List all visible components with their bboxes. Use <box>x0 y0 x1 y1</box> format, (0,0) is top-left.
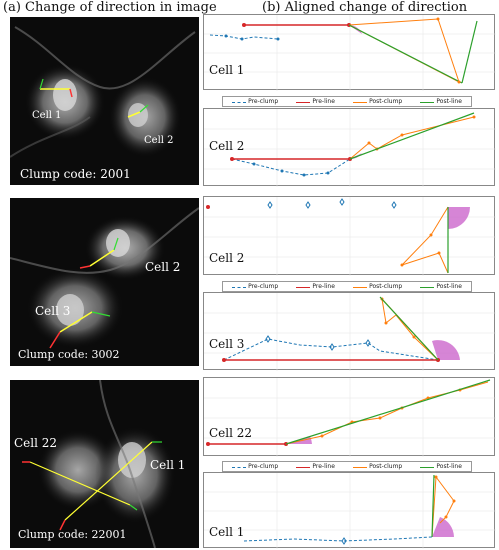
legend: Pre-clump Pre-line Post-clump Post-line <box>222 96 472 107</box>
legend-item-pre-line: Pre-line <box>296 463 335 470</box>
cell-label: Cell 1 <box>32 110 62 121</box>
plot-cell-3-drawing <box>204 293 496 371</box>
clump-code: Clump code: 3002 <box>18 348 120 361</box>
legend: Pre-clump Pre-line Post-clump Post-line <box>222 281 472 292</box>
plot-cell-label: Cell 2 <box>209 139 245 153</box>
microscopy-cells-drawing <box>10 26 196 158</box>
microscopy-image-clump-2001: Cell 1 Cell 2 Clump code: 2001 <box>10 17 199 185</box>
cell-label: Cell 2 <box>144 135 174 146</box>
microscopy-image-clump-3002: Cell 2 Cell 3 Clump code: 3002 <box>10 198 199 366</box>
microscopy-cells-drawing <box>10 207 199 349</box>
plot-cell-label: Cell 1 <box>209 525 245 539</box>
cell-label: Cell 1 <box>150 458 186 472</box>
panel-b-heading: (b) Aligned change of direction <box>262 0 468 15</box>
plot-cell-label: Cell 22 <box>209 426 253 440</box>
legend: Pre-clump Pre-line Post-clump Post-line <box>222 461 472 472</box>
cell-label: Cell 22 <box>14 436 58 450</box>
aligned-plot-cell-2: Cell 2 <box>203 108 496 187</box>
aligned-plot-cell-1: Cell 1 <box>203 14 496 91</box>
aligned-plot-cell-2-row2: Cell 2 <box>203 196 496 276</box>
plot-cell-1-drawing <box>204 15 496 91</box>
microscopy-image-clump-22001: Cell 22 Cell 1 Clump code: 22001 <box>10 380 199 548</box>
legend-item-post-clump: Post-clump <box>353 98 402 105</box>
legend-item-post-clump: Post-clump <box>353 463 402 470</box>
legend-item-post-line: Post-line <box>420 98 462 105</box>
microscopy-cells-drawing <box>22 380 175 548</box>
plot-cell-label: Cell 3 <box>209 337 245 351</box>
clump-code: Clump code: 2001 <box>20 167 131 181</box>
legend-item-pre-clump: Pre-clump <box>232 98 278 105</box>
panel-a-heading: (a) Change of direction in image <box>3 0 217 15</box>
cell-label: Cell 2 <box>145 260 181 274</box>
aligned-plot-cell-22: Cell 22 <box>203 377 496 457</box>
legend-item-pre-line: Pre-line <box>296 98 335 105</box>
clump-code: Clump code: 22001 <box>18 528 127 541</box>
legend-item-pre-line: Pre-line <box>296 283 335 290</box>
plot-cell-label: Cell 1 <box>209 63 245 77</box>
legend-item-post-line: Post-line <box>420 283 462 290</box>
legend-item-pre-clump: Pre-clump <box>232 283 278 290</box>
plot-cell-2-drawing <box>204 109 496 187</box>
plot-cell-1-row3-drawing <box>204 473 496 549</box>
cell-label: Cell 3 <box>35 304 71 318</box>
plot-cell-22-drawing <box>204 378 496 457</box>
aligned-plot-cell-3: Cell 3 <box>203 292 496 371</box>
legend-item-pre-clump: Pre-clump <box>232 463 278 470</box>
plot-cell-2-row2-drawing <box>204 197 496 276</box>
legend-item-post-line: Post-line <box>420 463 462 470</box>
plot-cell-label: Cell 2 <box>209 251 245 265</box>
aligned-plot-cell-1-row3: Cell 1 <box>203 472 496 549</box>
legend-item-post-clump: Post-clump <box>353 283 402 290</box>
